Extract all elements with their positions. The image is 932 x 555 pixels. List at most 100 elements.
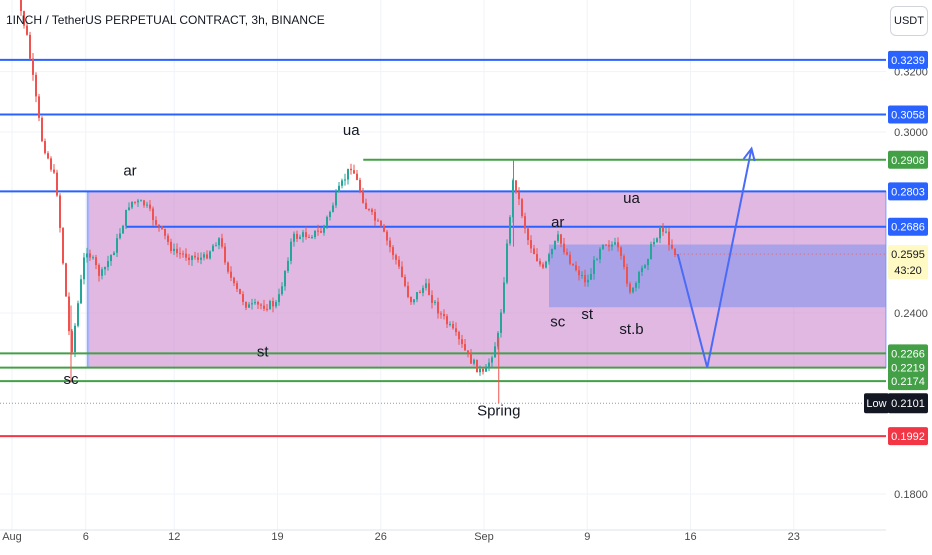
candle-body bbox=[602, 244, 604, 249]
candle bbox=[533, 244, 535, 255]
candle bbox=[659, 225, 661, 244]
candle bbox=[194, 251, 196, 260]
candle bbox=[470, 348, 472, 364]
candle-body bbox=[200, 257, 202, 260]
candle-body bbox=[215, 245, 217, 247]
axes-layer: Aug 6 12 19 26 Sep 9 16 23 0.3200 0.3000 0.2400 0.18… bbox=[0, 67, 928, 543]
candle bbox=[71, 329, 73, 355]
candle bbox=[377, 218, 379, 222]
candle bbox=[56, 169, 58, 197]
candle bbox=[200, 252, 202, 265]
candle-body bbox=[668, 231, 670, 245]
candle-body bbox=[356, 173, 358, 180]
candle-body bbox=[446, 316, 448, 325]
level-badge-0.1992-bg bbox=[888, 427, 928, 446]
projection-arrowhead bbox=[742, 146, 756, 162]
candle-body bbox=[596, 259, 598, 261]
candle-body bbox=[401, 266, 403, 277]
candle bbox=[629, 281, 631, 295]
candle bbox=[623, 254, 625, 270]
candle-body bbox=[137, 200, 139, 203]
currency-button[interactable]: USDT bbox=[890, 6, 928, 36]
candle-body bbox=[125, 209, 127, 226]
candle bbox=[449, 321, 451, 327]
candle-body bbox=[530, 240, 532, 249]
candle bbox=[335, 189, 337, 209]
candle bbox=[89, 249, 91, 261]
candle bbox=[665, 227, 667, 234]
candle-body bbox=[140, 200, 142, 202]
candle-body bbox=[170, 241, 172, 252]
candle bbox=[158, 224, 160, 232]
candle bbox=[65, 262, 67, 297]
candle bbox=[215, 242, 217, 247]
candle bbox=[329, 210, 331, 221]
candle bbox=[419, 290, 421, 294]
candle-body bbox=[593, 259, 595, 274]
candle-body bbox=[269, 300, 271, 310]
candle bbox=[191, 255, 193, 266]
candle-body bbox=[653, 241, 655, 245]
candle bbox=[410, 296, 412, 305]
candle bbox=[218, 237, 220, 250]
candle-body bbox=[515, 180, 517, 193]
candle-body bbox=[203, 254, 205, 258]
candle-body bbox=[383, 225, 385, 232]
annotation-label-st-7: st bbox=[581, 306, 594, 323]
candle bbox=[491, 355, 493, 368]
candle-body bbox=[614, 242, 616, 245]
candle-body bbox=[128, 207, 130, 210]
candle-body bbox=[341, 180, 343, 186]
candle bbox=[347, 168, 349, 185]
candle-body bbox=[92, 257, 94, 259]
candle bbox=[278, 288, 280, 306]
candle bbox=[305, 226, 307, 240]
candle-body bbox=[575, 265, 577, 271]
candle-body bbox=[272, 300, 274, 307]
candle bbox=[128, 202, 130, 211]
candle-body bbox=[359, 179, 361, 192]
level-badge-0.2219-bg bbox=[888, 358, 928, 377]
candle bbox=[233, 276, 235, 287]
candle bbox=[266, 303, 268, 312]
candle-body bbox=[68, 296, 70, 332]
level-badge-0.2266-text: 0.2266 bbox=[891, 348, 925, 360]
candle-body bbox=[518, 192, 520, 200]
candle bbox=[500, 309, 502, 338]
candle-body bbox=[251, 303, 253, 305]
candle-body bbox=[380, 220, 382, 226]
candle bbox=[353, 164, 355, 174]
candle-body bbox=[647, 259, 649, 266]
candle-body bbox=[671, 244, 673, 249]
annotation-label-stb-9: st.b bbox=[619, 321, 643, 338]
candle bbox=[416, 292, 418, 303]
candle bbox=[452, 320, 454, 330]
candle bbox=[59, 193, 61, 233]
candle bbox=[272, 297, 274, 313]
candle-body bbox=[296, 233, 298, 239]
candle-body bbox=[656, 238, 658, 242]
candle-body bbox=[20, 0, 22, 12]
annotation-label-ar-6: ar bbox=[551, 214, 564, 231]
candle bbox=[314, 230, 316, 240]
candle bbox=[509, 215, 511, 246]
candle bbox=[23, 10, 25, 29]
candle-body bbox=[194, 255, 196, 258]
candle-body bbox=[281, 286, 283, 295]
candle-body bbox=[365, 202, 367, 210]
candle-body bbox=[29, 34, 31, 59]
candle-body bbox=[416, 292, 418, 300]
candle-body bbox=[149, 204, 151, 209]
candle bbox=[260, 303, 262, 310]
candle bbox=[197, 252, 199, 263]
trading-range-edge bbox=[87, 191, 90, 368]
candle bbox=[152, 206, 154, 226]
candle-body bbox=[494, 346, 496, 358]
candle bbox=[263, 299, 265, 312]
candle bbox=[86, 247, 88, 263]
candle-body bbox=[455, 328, 457, 333]
candle bbox=[62, 227, 64, 265]
candle bbox=[224, 243, 226, 265]
